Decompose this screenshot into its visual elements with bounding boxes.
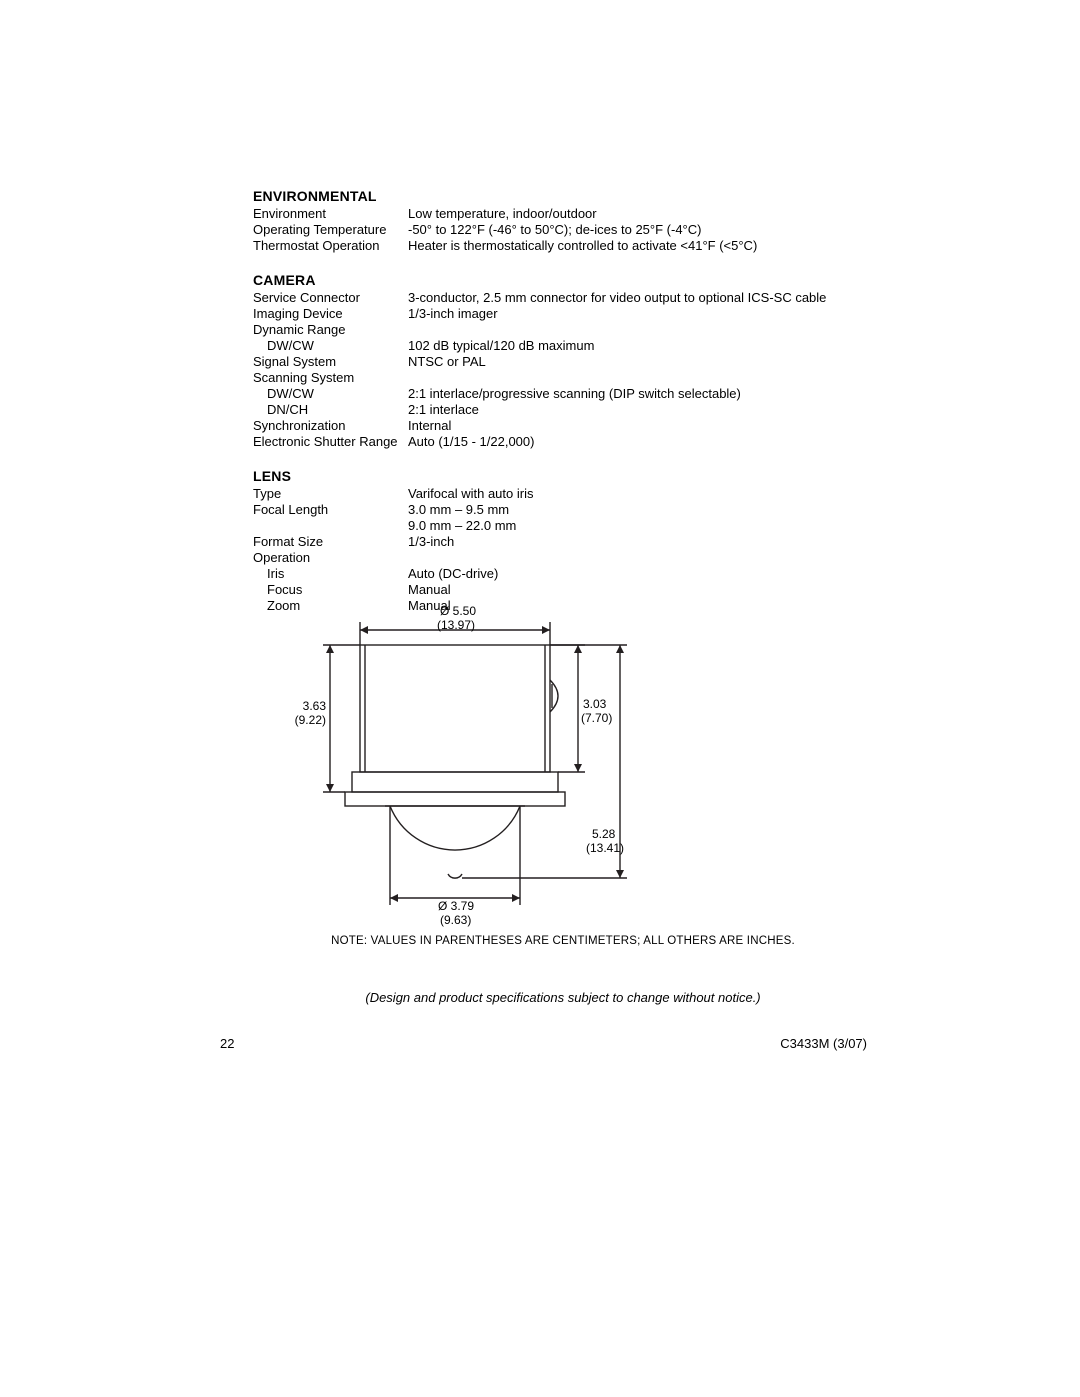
- spec-label: Signal System: [253, 354, 408, 370]
- spec-row: FocusManual: [253, 582, 873, 598]
- spec-value: 1/3-inch imager: [408, 306, 873, 322]
- section-environmental: EnvironmentLow temperature, indoor/outdo…: [253, 206, 873, 254]
- spec-label: Format Size: [253, 534, 408, 550]
- spec-label: Imaging Device: [253, 306, 408, 322]
- spec-row: DW/CW2:1 interlace/progressive scanning …: [253, 386, 873, 402]
- spec-label: Operating Temperature: [253, 222, 408, 238]
- spec-label: Operation: [253, 550, 408, 566]
- spec-label: Focal Length: [253, 502, 408, 518]
- spec-content: ENVIRONMENTAL EnvironmentLow temperature…: [253, 188, 873, 614]
- spec-row: Imaging Device1/3-inch imager: [253, 306, 873, 322]
- spec-row: EnvironmentLow temperature, indoor/outdo…: [253, 206, 873, 222]
- spec-label: Iris: [253, 566, 408, 582]
- dim-left-2: (9.22): [292, 714, 326, 728]
- dim-total-1: 5.28: [592, 828, 615, 842]
- dim-dome-1: Ø 3.79: [438, 900, 474, 914]
- spec-row: Dynamic Range: [253, 322, 873, 338]
- dim-left-1: 3.63: [296, 700, 326, 714]
- spec-value: Varifocal with auto iris: [408, 486, 873, 502]
- units-note: NOTE: VALUES IN PARENTHESES ARE CENTIMET…: [253, 935, 873, 947]
- page-number: 22: [220, 1036, 234, 1051]
- spec-label: [253, 518, 408, 534]
- spec-value: 3-conductor, 2.5 mm connector for video …: [408, 290, 873, 306]
- spec-value: Manual: [408, 582, 873, 598]
- spec-value: Heater is thermostatically controlled to…: [408, 238, 873, 254]
- document-id: C3433M (3/07): [780, 1036, 867, 1051]
- spec-row: Format Size1/3-inch: [253, 534, 873, 550]
- spec-value: 102 dB typical/120 dB maximum: [408, 338, 873, 354]
- dimension-diagram: Ø 5.50 (13.97) 3.63 (9.22) 3.03 (7.70) 5…: [290, 610, 660, 930]
- section-heading-camera: CAMERA: [253, 272, 873, 288]
- spec-row: Focal Length3.0 mm – 9.5 mm: [253, 502, 873, 518]
- spec-row: TypeVarifocal with auto iris: [253, 486, 873, 502]
- spec-label: Service Connector: [253, 290, 408, 306]
- spec-row: SynchronizationInternal: [253, 418, 873, 434]
- section-heading-environmental: ENVIRONMENTAL: [253, 188, 873, 204]
- dim-right-1: 3.03: [583, 698, 606, 712]
- spec-label: DW/CW: [253, 338, 408, 354]
- spec-row: Signal SystemNTSC or PAL: [253, 354, 873, 370]
- spec-label: DN/CH: [253, 402, 408, 418]
- spec-value: 2:1 interlace: [408, 402, 873, 418]
- spec-label: Scanning System: [253, 370, 408, 386]
- spec-row: DW/CW102 dB typical/120 dB maximum: [253, 338, 873, 354]
- spec-value: 1/3-inch: [408, 534, 873, 550]
- spec-label: Dynamic Range: [253, 322, 408, 338]
- spec-label: Focus: [253, 582, 408, 598]
- page: ENVIRONMENTAL EnvironmentLow temperature…: [0, 0, 1080, 1397]
- spec-label: Synchronization: [253, 418, 408, 434]
- spec-value: [408, 322, 873, 338]
- section-camera: Service Connector3-conductor, 2.5 mm con…: [253, 290, 873, 450]
- section-heading-lens: LENS: [253, 468, 873, 484]
- spec-value: 9.0 mm – 22.0 mm: [408, 518, 873, 534]
- spec-row: Electronic Shutter RangeAuto (1/15 - 1/2…: [253, 434, 873, 450]
- spec-value: Low temperature, indoor/outdoor: [408, 206, 873, 222]
- spec-value: Internal: [408, 418, 873, 434]
- spec-value: [408, 370, 873, 386]
- design-note: (Design and product specifications subje…: [253, 990, 873, 1005]
- spec-value: 2:1 interlace/progressive scanning (DIP …: [408, 386, 873, 402]
- section-lens: TypeVarifocal with auto irisFocal Length…: [253, 486, 873, 614]
- dim-top-diameter-2: (13.97): [437, 619, 475, 633]
- spec-row: IrisAuto (DC-drive): [253, 566, 873, 582]
- dim-right-2: (7.70): [581, 712, 612, 726]
- dim-top-diameter-1: Ø 5.50: [440, 605, 476, 619]
- spec-value: [408, 550, 873, 566]
- dim-dome-2: (9.63): [440, 914, 471, 928]
- spec-value: NTSC or PAL: [408, 354, 873, 370]
- spec-row: DN/CH2:1 interlace: [253, 402, 873, 418]
- spec-value: Auto (1/15 - 1/22,000): [408, 434, 873, 450]
- spec-label: Environment: [253, 206, 408, 222]
- spec-label: Thermostat Operation: [253, 238, 408, 254]
- spec-label: Type: [253, 486, 408, 502]
- spec-row: Service Connector3-conductor, 2.5 mm con…: [253, 290, 873, 306]
- spec-label: DW/CW: [253, 386, 408, 402]
- spec-value: -50° to 122°F (-46° to 50°C); de-ices to…: [408, 222, 873, 238]
- dim-total-2: (13.41): [586, 842, 624, 856]
- spec-value: Auto (DC-drive): [408, 566, 873, 582]
- diagram-svg: [290, 610, 660, 930]
- spec-row: 9.0 mm – 22.0 mm: [253, 518, 873, 534]
- spec-label: Electronic Shutter Range: [253, 434, 408, 450]
- spec-row: Operating Temperature-50° to 122°F (-46°…: [253, 222, 873, 238]
- spec-value: 3.0 mm – 9.5 mm: [408, 502, 873, 518]
- spec-row: Scanning System: [253, 370, 873, 386]
- spec-row: Operation: [253, 550, 873, 566]
- spec-row: Thermostat OperationHeater is thermostat…: [253, 238, 873, 254]
